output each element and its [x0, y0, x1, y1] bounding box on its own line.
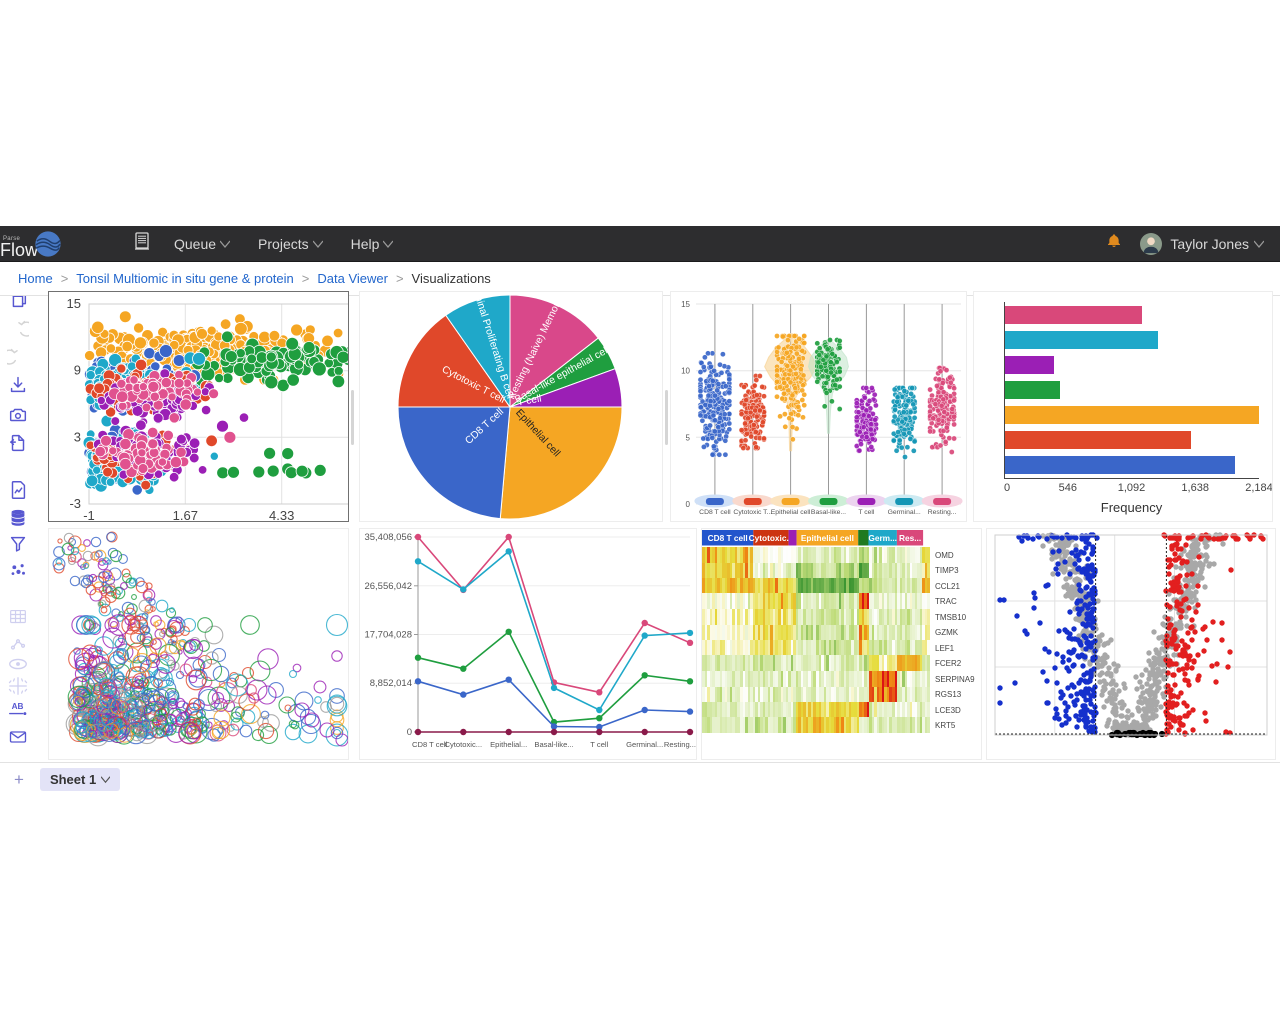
svg-text:CD8 T cell: CD8 T cell [708, 533, 748, 543]
svg-text:15: 15 [67, 296, 81, 311]
svg-text:T cell: T cell [858, 509, 875, 516]
svg-text:CD8 T cell: CD8 T cell [412, 740, 447, 749]
svg-text:9: 9 [74, 363, 81, 378]
svg-text:26,556,042: 26,556,042 [364, 581, 412, 592]
svg-text:Cytotoxic T...: Cytotoxic T... [733, 509, 772, 516]
svg-text:Germ...: Germ... [868, 533, 897, 543]
svg-text:3: 3 [74, 429, 81, 444]
svg-text:Epithelial...: Epithelial... [490, 740, 527, 749]
svg-text:Res...: Res... [899, 533, 921, 543]
svg-text:8,852,014: 8,852,014 [370, 678, 412, 689]
svg-text:5: 5 [686, 433, 691, 442]
svg-text:SERPINA9: SERPINA9 [935, 675, 975, 684]
svg-text:TMSB10: TMSB10 [935, 613, 967, 622]
svg-text:Resting...: Resting... [928, 509, 957, 516]
svg-text:T cell: T cell [590, 740, 608, 749]
svg-text:0: 0 [686, 500, 691, 509]
svg-text:RGS13: RGS13 [935, 690, 962, 699]
svg-text:TRAC: TRAC [935, 597, 957, 606]
svg-text:Basal-like...: Basal-like... [534, 740, 573, 749]
svg-text:KRT5: KRT5 [935, 721, 956, 730]
svg-text:CCL21: CCL21 [935, 582, 960, 591]
svg-text:OMD: OMD [935, 551, 954, 560]
svg-text:TIMP3: TIMP3 [935, 566, 959, 575]
svg-text:17,704,028: 17,704,028 [364, 630, 412, 641]
svg-text:15: 15 [681, 300, 690, 309]
svg-text:0: 0 [407, 727, 412, 738]
svg-text:Basal-like...: Basal-like... [811, 509, 846, 516]
svg-text:-3: -3 [69, 496, 81, 511]
svg-text:FCER2: FCER2 [935, 659, 962, 668]
svg-text:Cytotoxic...: Cytotoxic... [445, 740, 483, 749]
svg-text:Germinal...: Germinal... [888, 509, 921, 516]
svg-text:Epithelial cell: Epithelial cell [771, 509, 811, 516]
svg-text:10: 10 [681, 367, 690, 376]
svg-text:1.67: 1.67 [173, 508, 198, 522]
svg-text:CD8 T cell: CD8 T cell [699, 509, 731, 516]
svg-text:LEF1: LEF1 [935, 644, 955, 653]
svg-text:Resting...: Resting... [664, 740, 696, 749]
svg-text:Germinal...: Germinal... [626, 740, 663, 749]
svg-text:4.33: 4.33 [269, 508, 294, 522]
svg-text:35,408,056: 35,408,056 [364, 532, 412, 543]
svg-text:-1: -1 [83, 508, 95, 522]
svg-text:Epithelial cell: Epithelial cell [801, 533, 854, 543]
svg-text:Cytotoxic...: Cytotoxic... [749, 533, 794, 543]
svg-text:LCE3D: LCE3D [935, 706, 961, 715]
svg-text:GZMK: GZMK [935, 628, 959, 637]
